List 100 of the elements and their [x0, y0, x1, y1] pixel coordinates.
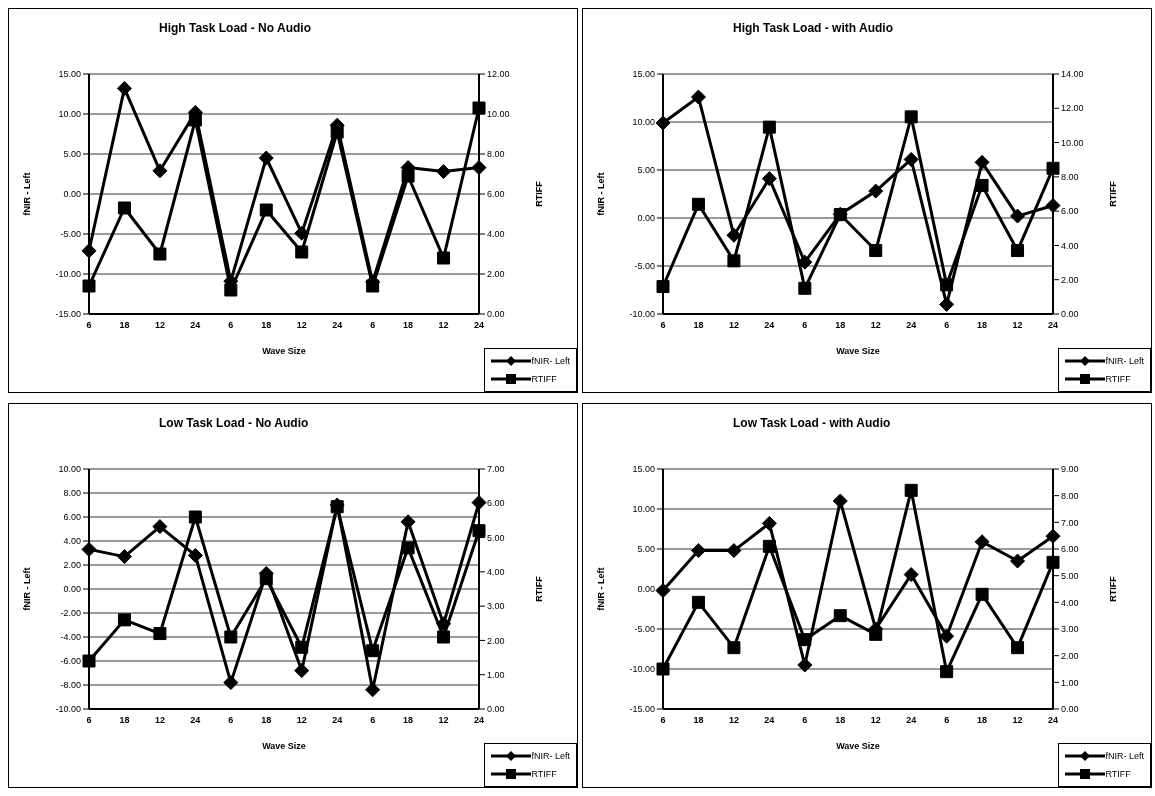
y2-tick-label: 4.00: [1061, 597, 1079, 608]
point: [472, 101, 486, 115]
point: [188, 113, 202, 127]
point: [294, 663, 310, 679]
x-tick-label: 6: [660, 320, 666, 331]
x-tick-label: 12: [438, 320, 449, 331]
y-tick-label: -5.00: [634, 624, 655, 635]
y-tick-label: 5.00: [637, 544, 655, 555]
point: [762, 539, 776, 553]
x-tick-label: 6: [660, 715, 666, 726]
y-axis-title: fNIR - Left: [596, 172, 607, 216]
point: [798, 633, 812, 647]
x-tick-label: 24: [190, 715, 201, 726]
x-tick-label: 12: [1012, 715, 1023, 726]
point: [903, 151, 919, 167]
legend-label: fNIR- Left: [1105, 356, 1144, 366]
y-tick-label: 5.00: [637, 165, 655, 176]
y-tick-label: 2.00: [63, 560, 81, 571]
point: [437, 251, 451, 265]
y2-tick-label: 4.00: [487, 229, 505, 240]
point: [436, 616, 452, 632]
point: [82, 654, 96, 668]
y2-tick-label: 12.00: [487, 69, 510, 80]
y2-tick-label: 6.00: [1061, 206, 1079, 217]
point: [655, 115, 671, 131]
point: [1045, 198, 1061, 214]
point: [655, 583, 671, 599]
point: [690, 89, 706, 105]
x-tick-label: 12: [870, 320, 881, 331]
point: [1046, 161, 1060, 175]
x-tick-label: 18: [119, 320, 130, 331]
x-tick-label: 6: [228, 715, 234, 726]
point: [224, 630, 238, 644]
y2-axis-title: RTIFF: [534, 575, 545, 602]
x-tick-label: 24: [473, 715, 485, 726]
point: [471, 495, 487, 511]
y-tick-label: -10.00: [629, 664, 655, 675]
y-tick-label: 6.00: [63, 512, 81, 523]
x-tick-label: 24: [906, 715, 917, 726]
point: [472, 524, 486, 538]
point: [1010, 208, 1026, 224]
point: [904, 110, 918, 124]
x-tick-label: 18: [835, 320, 846, 331]
y2-tick-label: 7.00: [1061, 517, 1079, 528]
point: [761, 171, 777, 187]
point: [940, 665, 954, 679]
y2-tick-label: 3.00: [487, 601, 505, 612]
legend-label: fNIR- Left: [1105, 751, 1144, 761]
y-tick-label: 4.00: [63, 536, 81, 547]
x-tick-label: 18: [261, 320, 272, 331]
y2-tick-label: 8.00: [1061, 490, 1079, 501]
point: [691, 595, 705, 609]
point: [224, 283, 238, 297]
x-tick-label: 24: [1047, 715, 1059, 726]
legend-label: RTIFF: [1105, 374, 1131, 384]
point: [939, 628, 955, 644]
point: [974, 534, 990, 550]
x-tick-label: 18: [403, 715, 414, 726]
x-tick-label: 24: [906, 320, 917, 331]
y2-axis-title: RTIFF: [1108, 575, 1119, 602]
point: [401, 169, 415, 183]
x-tick-label: 6: [944, 320, 950, 331]
point: [259, 203, 273, 217]
y-tick-label: 0.00: [637, 213, 655, 224]
y2-axis-title: RTIFF: [534, 180, 545, 207]
y2-tick-label: 0.00: [1061, 704, 1079, 715]
x-tick-label: 6: [370, 320, 376, 331]
y2-tick-label: 3.00: [1061, 624, 1079, 635]
point: [974, 154, 990, 170]
point: [471, 160, 487, 176]
y-tick-label: 15.00: [58, 69, 81, 80]
y2-tick-label: 9.00: [1061, 464, 1079, 475]
legend-label: fNIR- Left: [531, 356, 570, 366]
y2-tick-label: 8.00: [1061, 172, 1079, 183]
point: [152, 163, 168, 179]
y2-tick-label: 0.00: [487, 704, 505, 715]
point: [152, 519, 168, 535]
y2-tick-label: 2.00: [1061, 650, 1079, 661]
point: [401, 541, 415, 555]
x-tick-label: 12: [154, 320, 165, 331]
y-tick-label: 10.00: [632, 504, 655, 515]
x-tick-label: 12: [438, 715, 449, 726]
y-axis-title: fNIR - Left: [22, 567, 33, 611]
legend-label: RTIFF: [531, 374, 557, 384]
point: [869, 244, 883, 258]
x-tick-label: 12: [296, 715, 307, 726]
y-tick-label: -2.00: [60, 608, 81, 619]
point: [727, 254, 741, 268]
point: [1011, 641, 1025, 655]
chart-title: High Task Load - with Audio: [733, 21, 893, 35]
point: [365, 682, 381, 698]
y-axis-title: fNIR - Left: [22, 172, 33, 216]
point: [975, 178, 989, 192]
x-tick-label: 12: [296, 320, 307, 331]
x-axis-title: Wave Size: [836, 346, 880, 356]
x-tick-label: 24: [473, 320, 485, 331]
x-tick-label: 18: [977, 715, 988, 726]
y2-tick-label: 2.00: [487, 635, 505, 646]
point: [1010, 553, 1026, 569]
point: [81, 541, 97, 557]
